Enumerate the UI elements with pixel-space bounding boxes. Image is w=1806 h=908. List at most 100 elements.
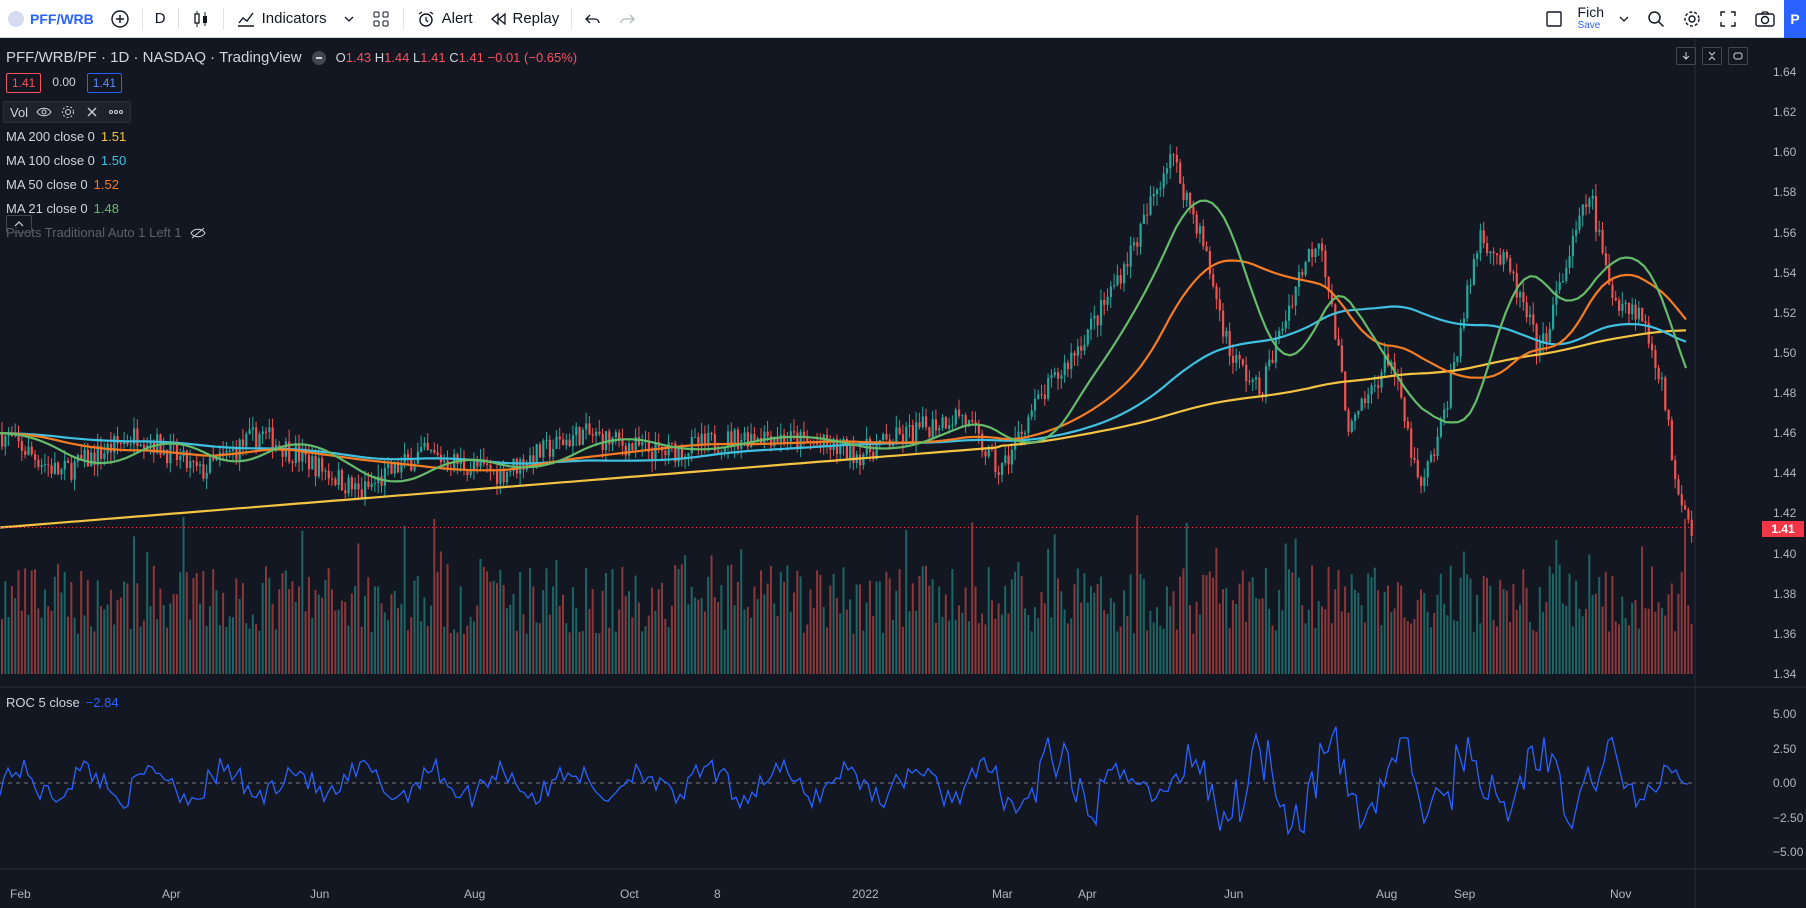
candle-body bbox=[390, 464, 393, 474]
volume-bar bbox=[1169, 606, 1172, 674]
volume-bar bbox=[1231, 600, 1234, 674]
eye-off-icon[interactable] bbox=[190, 227, 206, 239]
candle-body bbox=[505, 471, 509, 483]
candle-body bbox=[241, 439, 245, 447]
ma50-legend[interactable]: MA 50 close 0 1.52 bbox=[6, 177, 119, 192]
candle-body bbox=[1179, 162, 1182, 184]
volume-bar bbox=[618, 609, 621, 674]
candle-body bbox=[311, 456, 314, 470]
volume-bar bbox=[898, 569, 901, 674]
high-label: H bbox=[374, 50, 385, 65]
candle-body bbox=[466, 469, 469, 476]
snapshot-button[interactable] bbox=[1746, 0, 1784, 38]
candle-body bbox=[1271, 359, 1274, 363]
indicators-button[interactable]: Indicators bbox=[228, 0, 335, 38]
collapse-legend-button[interactable] bbox=[6, 215, 32, 233]
volume-bar bbox=[1301, 605, 1304, 674]
ma21-legend[interactable]: MA 21 close 0 1.48 bbox=[6, 201, 119, 216]
time-tick: Jun bbox=[310, 887, 330, 901]
volume-bar bbox=[535, 622, 538, 674]
volume-bar bbox=[974, 586, 977, 674]
sell-price[interactable]: 1.41 bbox=[6, 73, 42, 93]
candle-body bbox=[86, 449, 89, 467]
chart-canvas[interactable] bbox=[0, 39, 1806, 908]
fullscreen-button[interactable] bbox=[1710, 0, 1746, 38]
volume-bar bbox=[321, 597, 324, 674]
volume-bar bbox=[733, 605, 736, 674]
candle-body bbox=[1238, 354, 1241, 360]
chart-area[interactable]: PFF/WRB/PF · 1D · NASDAQ · TradingView O… bbox=[0, 39, 1806, 908]
candle-body bbox=[720, 451, 723, 453]
pivots-legend[interactable]: Pivots Traditional Auto 1 Left 1 bbox=[6, 225, 206, 240]
volume-bar bbox=[690, 586, 693, 674]
candle-body bbox=[793, 431, 796, 433]
candle-body bbox=[1469, 284, 1472, 286]
search-button[interactable] bbox=[1638, 0, 1674, 38]
interval-button[interactable]: D bbox=[147, 0, 174, 38]
symbol-label: PFF/WRB bbox=[30, 10, 94, 27]
replay-label: Replay bbox=[512, 10, 560, 27]
collapse-pane-button[interactable] bbox=[1702, 47, 1722, 65]
candle-body bbox=[743, 432, 746, 440]
maximize-pane-button[interactable] bbox=[1728, 47, 1748, 65]
volume-bar bbox=[720, 585, 723, 674]
volume-bar bbox=[314, 590, 317, 674]
candle-body bbox=[1126, 264, 1129, 267]
volume-bar bbox=[304, 611, 307, 674]
volume-bar bbox=[212, 569, 215, 674]
minimize-icon[interactable] bbox=[311, 50, 326, 65]
volume-bar bbox=[1258, 599, 1261, 674]
publish-button[interactable]: P bbox=[1784, 0, 1806, 38]
gear-icon[interactable] bbox=[60, 104, 76, 120]
ma200-legend[interactable]: MA 200 close 0 1.51 bbox=[6, 129, 126, 144]
volume-bar bbox=[47, 606, 50, 674]
candle-body bbox=[548, 439, 551, 457]
candle-body bbox=[152, 442, 155, 453]
redo-button[interactable] bbox=[610, 0, 644, 38]
more-icon[interactable] bbox=[108, 104, 124, 120]
candle-body bbox=[129, 444, 132, 446]
roc-legend[interactable]: ROC 5 close −2.84 bbox=[6, 695, 119, 710]
move-down-button[interactable] bbox=[1676, 47, 1696, 65]
settings-button[interactable] bbox=[1674, 0, 1710, 38]
volume-bar bbox=[271, 603, 274, 674]
volume-bar bbox=[189, 619, 192, 674]
layout-dropdown[interactable] bbox=[1610, 0, 1638, 38]
indicators-dropdown[interactable] bbox=[335, 0, 363, 38]
volume-bar bbox=[116, 600, 119, 674]
layout-select-checkbox[interactable] bbox=[1536, 0, 1572, 38]
candle-body bbox=[859, 454, 862, 466]
candle-body bbox=[624, 445, 627, 456]
candle-body bbox=[1641, 307, 1644, 322]
candle-body bbox=[958, 409, 961, 417]
close-icon[interactable] bbox=[84, 104, 100, 120]
candle-body bbox=[595, 431, 598, 436]
candle-body bbox=[119, 443, 122, 445]
candle-body bbox=[1258, 377, 1261, 395]
compare-button[interactable] bbox=[102, 0, 138, 38]
templates-button[interactable] bbox=[363, 0, 399, 38]
spread-value: 0.00 bbox=[52, 75, 76, 89]
replay-button[interactable]: Replay bbox=[481, 0, 568, 38]
buy-price[interactable]: 1.41 bbox=[86, 73, 123, 93]
volume-bar bbox=[1505, 590, 1508, 674]
volume-bar bbox=[1126, 616, 1129, 674]
undo-button[interactable] bbox=[576, 0, 610, 38]
volume-bar bbox=[1314, 628, 1317, 674]
symbol-search[interactable]: PFF/WRB bbox=[0, 0, 102, 38]
volume-bar bbox=[149, 606, 152, 674]
volume-bar bbox=[492, 580, 495, 674]
candle-body bbox=[1406, 421, 1409, 429]
volume-bar bbox=[740, 549, 743, 674]
ma200-value: 1.51 bbox=[100, 129, 127, 144]
eye-icon[interactable] bbox=[36, 104, 52, 120]
chart-type-button[interactable] bbox=[183, 0, 219, 38]
candle-body bbox=[1545, 333, 1548, 343]
alert-button[interactable]: Alert bbox=[408, 0, 481, 38]
save-layout-button[interactable]: Fich Save bbox=[1572, 5, 1610, 32]
candle-body bbox=[350, 477, 353, 490]
candle-body bbox=[941, 417, 944, 428]
volume-bar bbox=[624, 596, 627, 674]
ma100-legend[interactable]: MA 100 close 0 1.50 bbox=[6, 153, 126, 168]
candle-body bbox=[1363, 398, 1367, 404]
